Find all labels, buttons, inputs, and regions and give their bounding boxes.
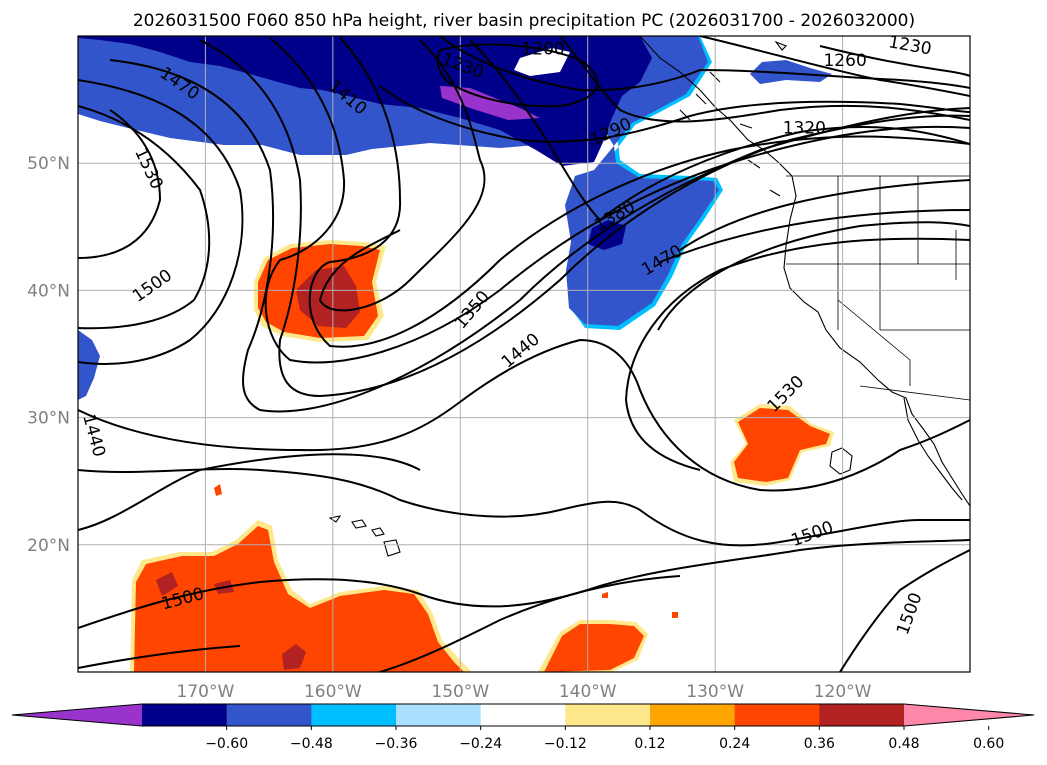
anomaly-subtropic-red xyxy=(734,408,830,482)
contour-label: 1320 xyxy=(783,119,826,139)
anomaly-west-edge-patch xyxy=(78,330,100,400)
colorbar-segment xyxy=(311,704,397,726)
contour-line xyxy=(819,45,970,77)
political-borders xyxy=(786,175,970,401)
anomaly-purple-region xyxy=(440,86,540,120)
colorbar-tick-label: −0.60 xyxy=(205,736,248,752)
lat-tick-label: 30°N xyxy=(27,409,70,429)
anomaly-white-gap xyxy=(514,48,570,76)
state-lines-south xyxy=(837,299,970,401)
lon-tick-label: 130°W xyxy=(686,682,744,702)
colorbar-tick-label: −0.12 xyxy=(544,736,587,752)
colorbar-extend-low xyxy=(12,704,142,726)
anomaly-dark-region xyxy=(78,36,652,166)
lon-tick-label: 150°W xyxy=(431,682,489,702)
anomaly-north-patch xyxy=(750,60,832,84)
lon-tick-label: 140°W xyxy=(559,682,617,702)
state-lines-north xyxy=(786,176,970,330)
contour-label: 1260 xyxy=(823,51,866,71)
contour-line xyxy=(78,453,421,531)
anomaly-speck-1 xyxy=(214,484,222,496)
lon-tick-label: 170°W xyxy=(177,682,235,702)
contour-line xyxy=(264,37,970,364)
contour-line xyxy=(439,36,970,92)
contour-line xyxy=(318,39,486,312)
contour-label: 1230 xyxy=(887,32,933,59)
colorbar-tick-label: 0.12 xyxy=(634,736,665,752)
contour-line xyxy=(469,39,970,222)
island-guadalupe xyxy=(829,447,853,475)
colorbar-tick-label: 0.48 xyxy=(888,736,919,752)
colorbar-tick-label: −0.24 xyxy=(459,736,502,752)
contour-line xyxy=(839,549,970,672)
contour-label-text: 1200 xyxy=(521,40,564,60)
colorbar-segment xyxy=(650,704,736,726)
contour-label-text: 1320 xyxy=(783,119,826,139)
contour-label: 1200 xyxy=(521,40,564,60)
contour-line xyxy=(78,105,211,330)
latitude-tick-labels: 50°N 40°N 30°N 20°N xyxy=(27,154,70,556)
anomaly-speck-2 xyxy=(602,592,608,598)
contour-line xyxy=(436,43,599,108)
contour-label-text: 1260 xyxy=(823,51,866,71)
map-frame xyxy=(77,35,971,673)
contour-line xyxy=(78,109,162,259)
anomaly-speck-3 xyxy=(672,612,678,618)
colorbar-segment xyxy=(396,704,482,726)
contour-line xyxy=(78,645,241,669)
anomaly-south-darkred-3 xyxy=(282,644,306,670)
anomaly-south-darkred-1 xyxy=(156,572,178,596)
contour-line xyxy=(78,539,970,629)
map-title: 2026031500 F060 850 hPa height, river ba… xyxy=(133,11,915,31)
lon-tick-label: 160°W xyxy=(304,682,362,702)
baja-coast xyxy=(903,397,963,501)
contour-line xyxy=(624,237,970,471)
colorbar-segment xyxy=(565,704,651,726)
contour-line xyxy=(379,575,681,672)
hawaii-islands xyxy=(328,515,401,557)
colorbar-tick-label: −0.36 xyxy=(375,736,418,752)
contour-line xyxy=(679,179,970,251)
lon-tick-label: 120°W xyxy=(814,682,872,702)
colorbar-segment xyxy=(480,704,566,726)
lat-tick-label: 50°N xyxy=(27,154,70,174)
longitude-tick-labels: 170°W 160°W 150°W 140°W 130°W 120°W xyxy=(177,682,872,702)
contour-line xyxy=(699,36,970,97)
negative-anomaly-shading xyxy=(78,36,832,400)
colorbar-outline xyxy=(11,703,1035,727)
contour-line xyxy=(78,79,244,365)
colorbar-segment xyxy=(226,704,312,726)
colorbar-tick-label: 0.36 xyxy=(804,736,835,752)
colorbar-segment xyxy=(142,704,228,726)
height-contours xyxy=(78,36,970,672)
lat-tick-label: 40°N xyxy=(27,281,70,301)
colorbar-tick-label: −0.48 xyxy=(290,736,333,752)
contour-line xyxy=(78,338,970,492)
lat-tick-label: 20°N xyxy=(27,536,70,556)
colorbar: −0.60 −0.48 −0.36 −0.24 −0.12 0.12 0.24 0.36 0.4… xyxy=(11,703,1035,752)
contour-line xyxy=(379,85,970,143)
colorbar-extend-high xyxy=(904,704,1034,726)
colorbar-segment xyxy=(734,704,820,726)
colorbar-tick-label: 0.24 xyxy=(719,736,750,752)
anomaly-east-red xyxy=(544,624,644,672)
anomaly-south-red xyxy=(134,526,464,672)
contour-line xyxy=(78,468,970,547)
colorbar-segment xyxy=(819,704,905,726)
contour-line xyxy=(659,209,970,263)
contour-line xyxy=(657,221,970,331)
contour-label-text: 1230 xyxy=(887,32,933,59)
anomaly-dark-region-south xyxy=(588,220,626,250)
colorbar-tick-label: 0.60 xyxy=(973,736,1004,752)
